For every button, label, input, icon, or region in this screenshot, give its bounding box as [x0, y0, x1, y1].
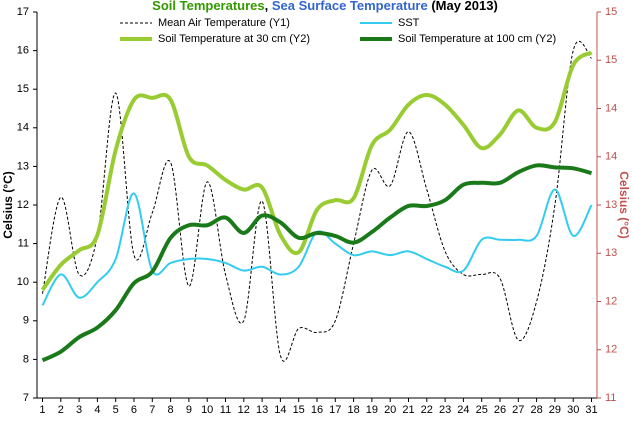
x-tick-label: 20: [384, 404, 396, 416]
y-tick-label: 9: [23, 315, 29, 327]
title-part: (May 2013): [428, 0, 498, 13]
x-tick-label: 29: [549, 404, 561, 416]
x-tick-label: 1: [39, 404, 45, 416]
x-tick-label: 7: [149, 404, 155, 416]
y2-tick-label: 13: [605, 199, 617, 211]
x-tick-label: 19: [366, 404, 378, 416]
x-tick-label: 28: [530, 404, 542, 416]
x-tick-label: 10: [201, 404, 213, 416]
title-part: Sea Surface Temperature: [272, 0, 428, 13]
x-tick-label: 3: [76, 404, 82, 416]
x-tick-label: 25: [476, 404, 488, 416]
y2-tick-label: 12: [605, 295, 617, 307]
x-tick-label: 23: [439, 404, 451, 416]
y-tick-label: 17: [17, 6, 29, 18]
x-tick-label: 24: [457, 404, 469, 416]
x-tick-label: 5: [113, 404, 119, 416]
y2-tick-label: 14: [605, 102, 617, 114]
x-tick-label: 15: [293, 404, 305, 416]
legend-label: Soil Temperature at 30 cm (Y2): [158, 33, 310, 45]
y2-tick-label: 11: [605, 392, 616, 404]
x-tick-label: 9: [186, 404, 192, 416]
y-tick-label: 12: [17, 199, 29, 211]
x-tick-label: 22: [421, 404, 433, 416]
y-tick-label: 13: [17, 160, 29, 172]
x-tick-label: 21: [402, 404, 414, 416]
y2-tick-label: 14: [605, 151, 617, 163]
chart-title: Soil Temperatures, Sea Surface Temperatu…: [152, 0, 498, 13]
x-tick-label: 26: [494, 404, 506, 416]
x-tick-label: 8: [168, 404, 174, 416]
x-tick-label: 17: [329, 404, 341, 416]
x-tick-label: 18: [347, 404, 359, 416]
y-tick-label: 10: [17, 276, 29, 288]
x-tick-label: 31: [585, 404, 597, 416]
series-line: [41, 163, 593, 363]
y-tick-label: 11: [18, 238, 29, 250]
title-part: ,: [265, 0, 272, 13]
x-tick-label: 30: [567, 404, 579, 416]
y-tick-label: 14: [17, 122, 29, 134]
legend-label: SST: [398, 17, 420, 29]
x-tick-label: 6: [131, 404, 137, 416]
series-line: [40, 50, 593, 292]
y-tick-label: 15: [17, 83, 29, 95]
y2-tick-label: 15: [605, 54, 617, 66]
x-tick-label: 2: [58, 404, 64, 416]
y2-tick-label: 12: [605, 344, 617, 356]
y2-tick-label: 15: [605, 6, 617, 18]
y-tick-label: 7: [23, 392, 29, 404]
x-tick-label: 12: [238, 404, 250, 416]
x-tick-label: 13: [256, 404, 268, 416]
legend-label: Soil Temperature at 100 cm (Y2): [398, 33, 556, 45]
x-tick-label: 4: [94, 404, 100, 416]
y-axis-label: Celsius (°C): [1, 171, 15, 238]
x-tick-label: 27: [512, 404, 524, 416]
x-tick-label: 11: [220, 404, 231, 416]
title-part: Soil Temperatures: [152, 0, 264, 13]
y2-axis-label: Celsius (°C): [617, 171, 631, 238]
x-tick-label: 14: [274, 404, 286, 416]
series-line: [41, 40, 592, 362]
y-tick-label: 16: [17, 45, 29, 57]
y2-tick-label: 13: [605, 247, 617, 259]
legend-label: Mean Air Temperature (Y1): [158, 17, 290, 29]
y-tick-label: 8: [23, 353, 29, 365]
x-tick-label: 16: [311, 404, 323, 416]
